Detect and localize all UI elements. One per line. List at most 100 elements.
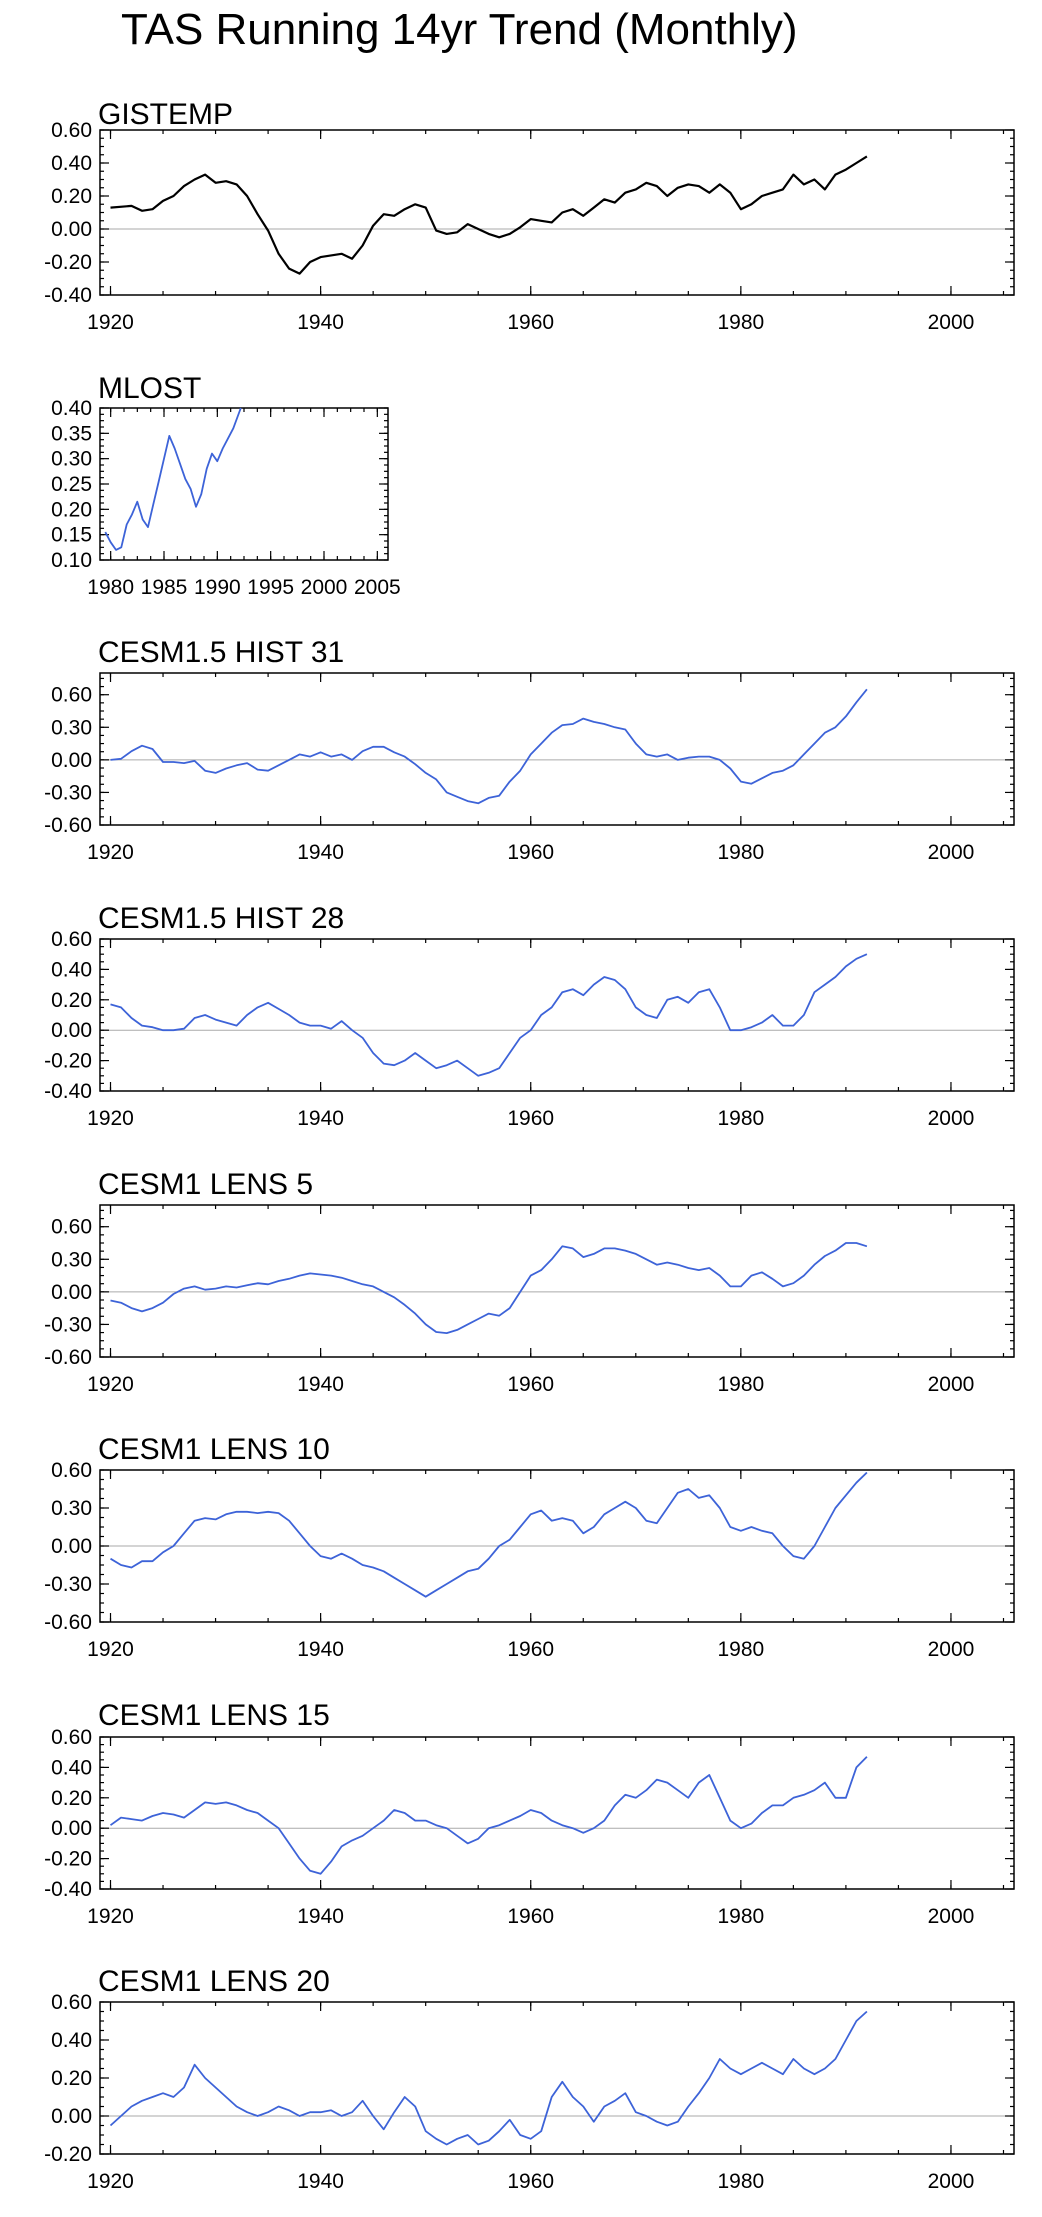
x-tick-label: 1960 xyxy=(507,1905,554,1928)
x-tick-label: 1995 xyxy=(247,576,294,599)
y-tick-label: 0.00 xyxy=(51,2105,92,2128)
y-tick-label: -0.40 xyxy=(44,284,92,307)
y-tick-label: -0.30 xyxy=(44,1313,92,1336)
x-tick-label: 2000 xyxy=(928,1373,975,1396)
chart-panel: GISTEMP 1920 1940 1960 1980 2000 -0.40 -0.20 0.0… xyxy=(44,98,1015,334)
series-line xyxy=(110,1471,868,1598)
y-tick-label: 0.40 xyxy=(51,152,92,175)
y-tick-label: -0.60 xyxy=(44,1611,92,1634)
y-tick-label: 0.00 xyxy=(51,1019,92,1042)
y-tick-label: 0.40 xyxy=(51,958,92,981)
y-tick-label: 0.60 xyxy=(51,1459,92,1482)
y-tick-label: 0.40 xyxy=(51,2029,92,2052)
series-line xyxy=(110,1242,868,1334)
series-line xyxy=(110,953,868,1077)
chart-panel: CESM1 LENS 20 1920 1940 1960 1980 2000 -0.20 0.… xyxy=(44,1965,1015,2193)
y-tick-label: 0.35 xyxy=(51,422,92,445)
x-tick-label: 1980 xyxy=(717,1373,764,1396)
x-tick-label: 1920 xyxy=(87,1905,134,1928)
x-tick-label: 1980 xyxy=(87,576,134,599)
x-tick-label: 1960 xyxy=(507,841,554,864)
y-tick-label: 0.30 xyxy=(51,716,92,739)
x-tick-label: 1920 xyxy=(87,1107,134,1130)
y-tick-label: 0.00 xyxy=(51,1817,92,1840)
x-tick-label: 1960 xyxy=(507,1373,554,1396)
x-tick-label: 1920 xyxy=(87,311,134,334)
y-tick-label: -0.40 xyxy=(44,1878,92,1901)
y-tick-label: 0.60 xyxy=(51,119,92,142)
y-tick-label: 0.00 xyxy=(51,749,92,772)
chart-panel: CESM1 LENS 15 1920 1940 1960 1980 2000 -0.40 -0… xyxy=(44,1699,1015,1928)
x-tick-label: 1940 xyxy=(297,1905,344,1928)
x-tick-label: 1960 xyxy=(507,1638,554,1661)
y-tick-label: 0.20 xyxy=(51,1787,92,1810)
y-tick-label: -0.20 xyxy=(44,1848,92,1871)
panel-title: CESM1 LENS 15 xyxy=(98,1699,330,1732)
y-tick-label: 0.20 xyxy=(51,498,92,521)
panel-title: CESM1 LENS 20 xyxy=(98,1965,330,1998)
x-tick-label: 2000 xyxy=(928,311,975,334)
y-tick-label: 0.00 xyxy=(51,218,92,241)
x-tick-label: 2000 xyxy=(301,576,348,599)
plot-frame xyxy=(99,938,1015,1092)
y-tick-label: 0.40 xyxy=(51,397,92,420)
series-line xyxy=(109,1756,868,1875)
y-tick-label: -0.60 xyxy=(44,1346,92,1369)
x-tick-label: 1960 xyxy=(507,1107,554,1130)
x-tick-label: 1940 xyxy=(297,1638,344,1661)
x-tick-label: 2000 xyxy=(928,1905,975,1928)
y-tick-label: 0.30 xyxy=(51,1248,92,1271)
x-tick-label: 1920 xyxy=(87,1638,134,1661)
y-tick-label: 0.25 xyxy=(51,473,92,496)
x-tick-label: 1990 xyxy=(194,576,241,599)
x-tick-label: 1940 xyxy=(297,1373,344,1396)
x-tick-label: 1980 xyxy=(717,2170,764,2193)
y-tick-label: 0.00 xyxy=(51,1281,92,1304)
y-tick-label: -0.60 xyxy=(44,814,92,837)
panel-title: MLOST xyxy=(98,372,201,405)
y-tick-label: 0.60 xyxy=(51,928,92,951)
panel-title: GISTEMP xyxy=(98,98,233,131)
x-tick-label: 2005 xyxy=(354,576,401,599)
panel-title: CESM1.5 HIST 31 xyxy=(98,636,344,669)
x-tick-label: 1960 xyxy=(507,2170,554,2193)
x-tick-label: 1940 xyxy=(297,841,344,864)
x-tick-label: 1940 xyxy=(297,2170,344,2193)
x-tick-label: 2000 xyxy=(928,841,975,864)
panel-title: CESM1 LENS 5 xyxy=(98,1168,313,1201)
x-tick-label: 1980 xyxy=(717,1638,764,1661)
chart-panel: CESM1.5 HIST 31 1920 1940 1960 1980 2000 -0.60… xyxy=(44,636,1015,864)
y-tick-label: 0.20 xyxy=(51,989,92,1012)
panel-title: CESM1.5 HIST 28 xyxy=(98,902,344,935)
series-line xyxy=(110,688,868,805)
plot-frame xyxy=(99,1204,1015,1358)
y-tick-label: 0.30 xyxy=(51,448,92,471)
series-line xyxy=(109,2010,868,2146)
x-tick-label: 1980 xyxy=(717,1905,764,1928)
y-tick-label: 0.30 xyxy=(51,1497,92,1520)
x-tick-label: 1940 xyxy=(297,1107,344,1130)
y-tick-label: 0.10 xyxy=(51,549,92,572)
y-tick-label: -0.30 xyxy=(44,1573,92,1596)
plot-frame xyxy=(99,407,389,561)
y-tick-label: -0.20 xyxy=(44,2143,92,2166)
x-tick-label: 1920 xyxy=(87,2170,134,2193)
y-tick-label: -0.30 xyxy=(44,781,92,804)
series-line xyxy=(110,155,868,275)
y-tick-label: 0.20 xyxy=(51,185,92,208)
plot-frame xyxy=(99,2001,1015,2155)
y-tick-label: 0.20 xyxy=(51,2067,92,2090)
y-tick-label: 0.60 xyxy=(51,1726,92,1749)
chart-panel: CESM1.5 HIST 28 1920 1940 1960 1980 2000 -0.40… xyxy=(44,902,1015,1130)
x-tick-label: 1985 xyxy=(141,576,188,599)
x-tick-label: 1980 xyxy=(717,311,764,334)
x-tick-label: 1980 xyxy=(717,841,764,864)
x-tick-label: 1940 xyxy=(297,311,344,334)
x-tick-label: 2000 xyxy=(928,1107,975,1130)
plot-frame xyxy=(99,672,1015,826)
x-tick-label: 1960 xyxy=(507,311,554,334)
x-tick-label: 1920 xyxy=(87,841,134,864)
x-tick-label: 1920 xyxy=(87,1373,134,1396)
y-tick-label: 0.40 xyxy=(51,1756,92,1779)
